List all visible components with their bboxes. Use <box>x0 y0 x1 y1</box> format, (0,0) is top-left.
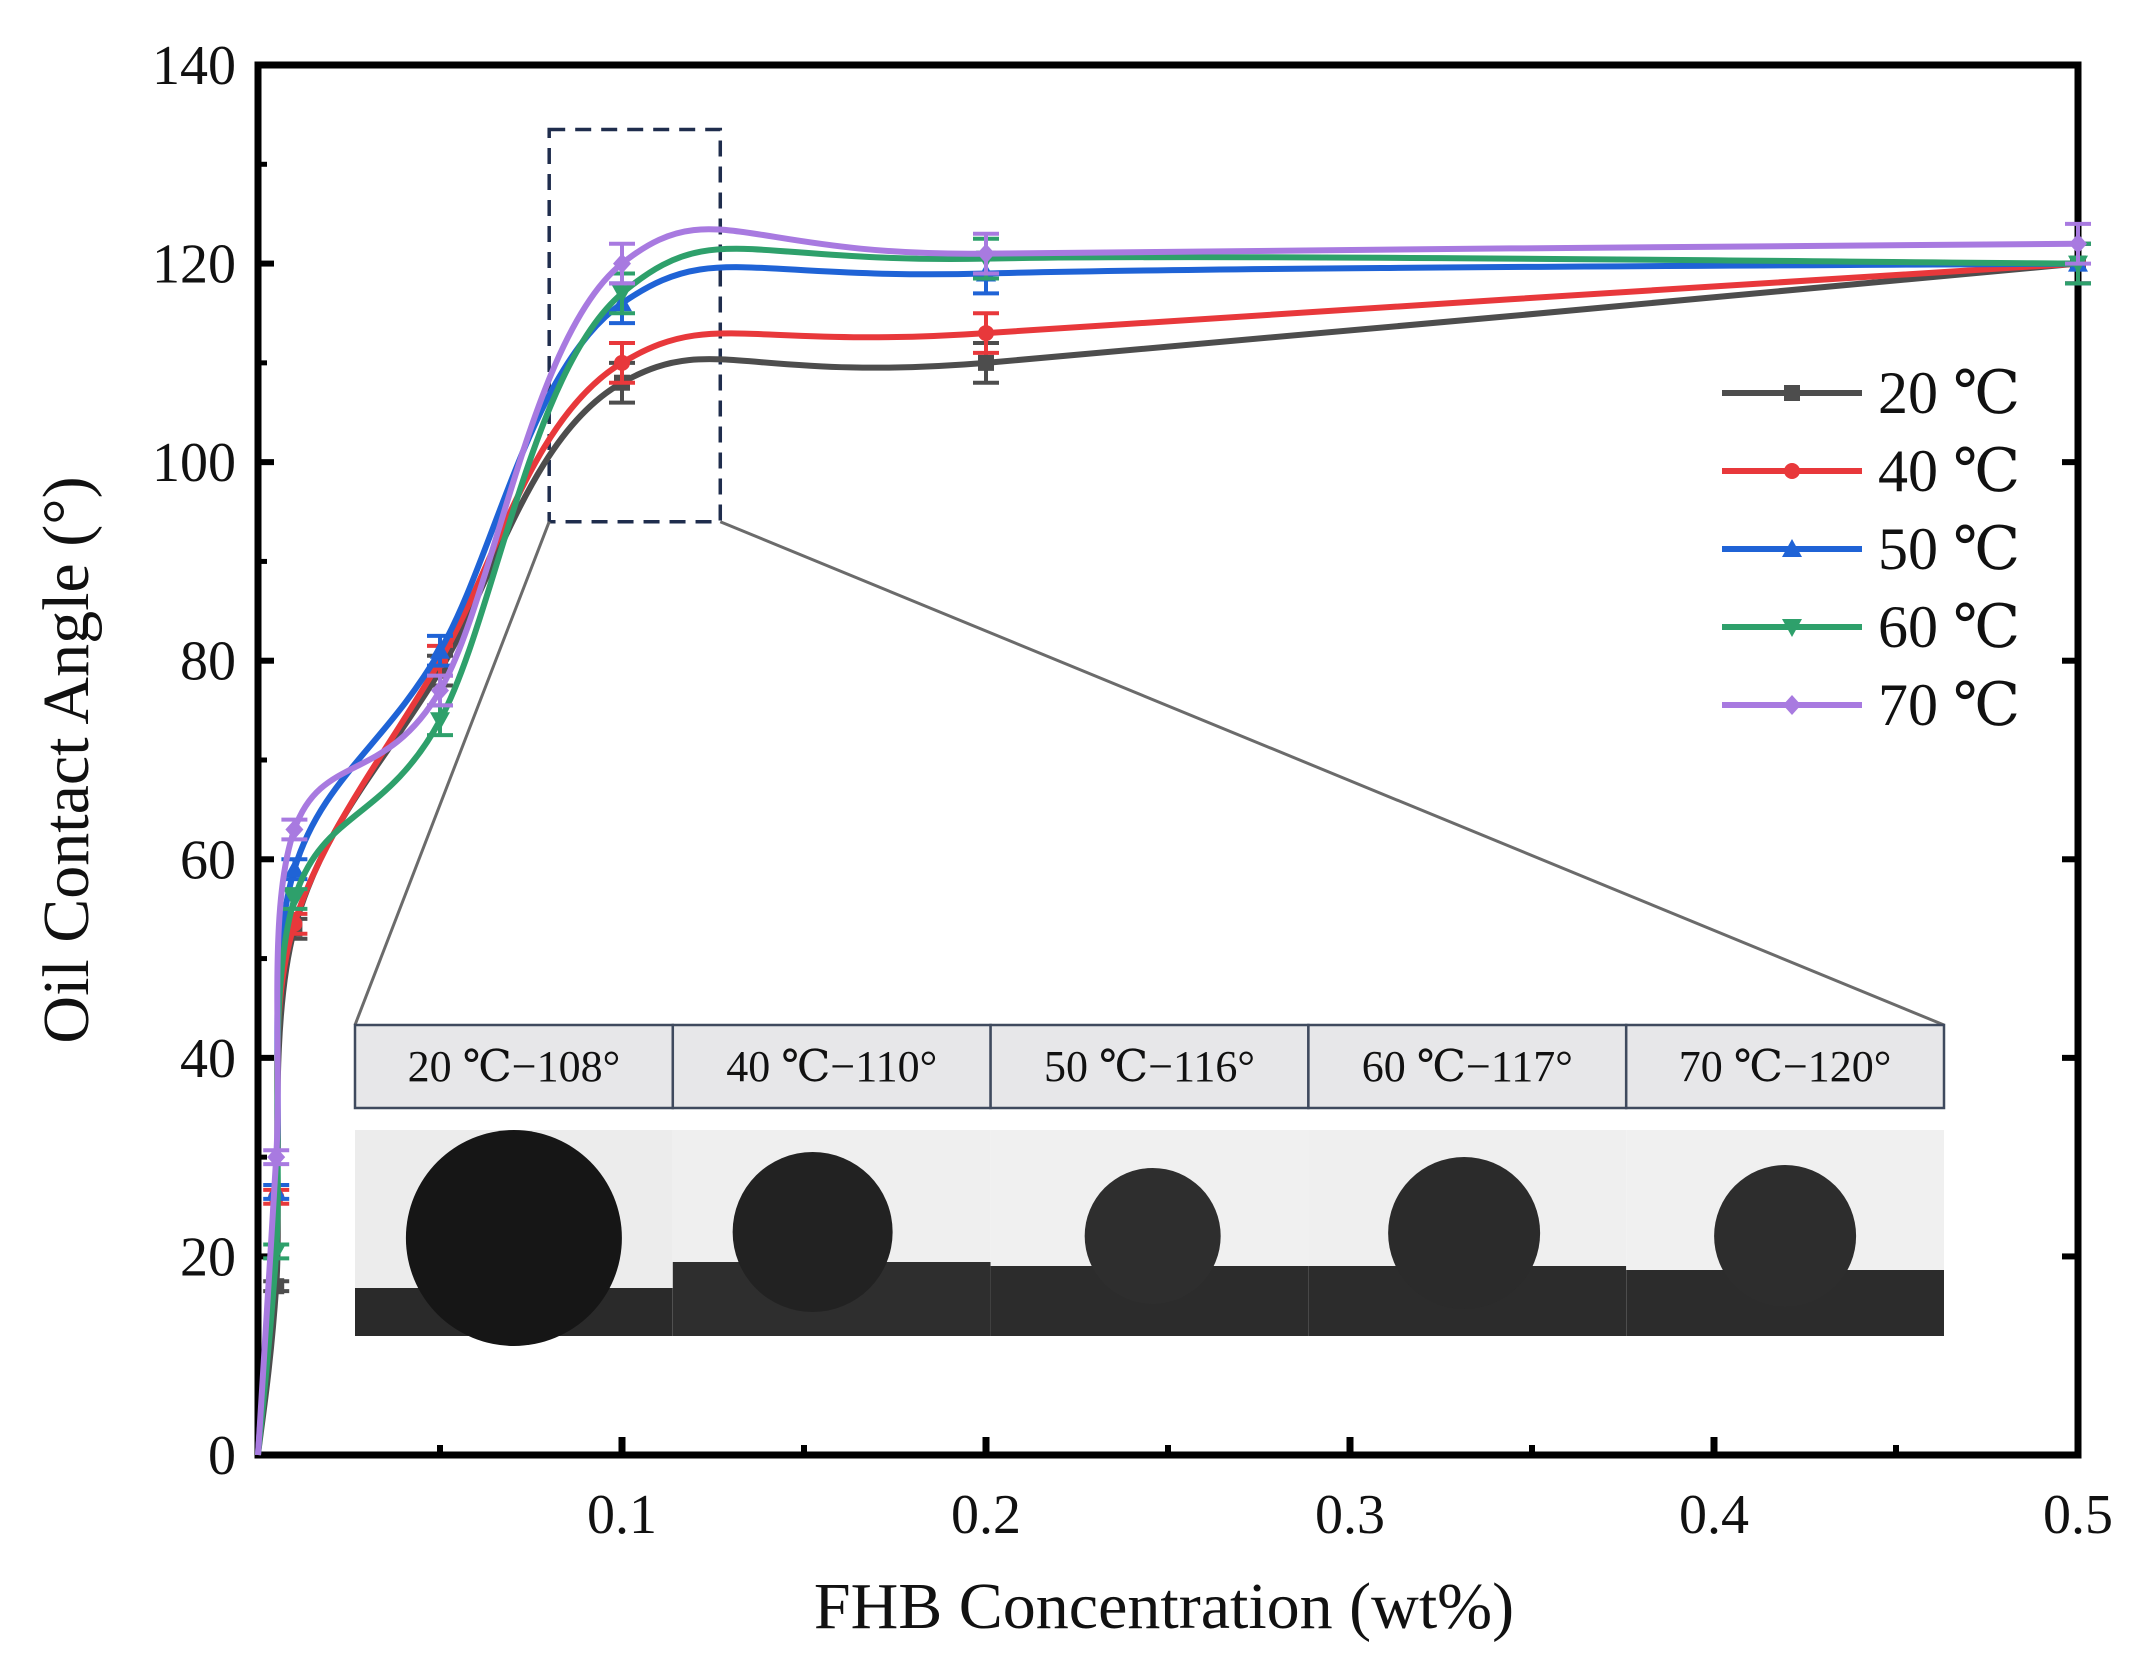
legend-layer: 20 ℃ 40 ℃ 50 ℃ 60 ℃ 70 ℃ <box>1722 360 2020 738</box>
data-point <box>978 354 994 371</box>
inset-label-cell <box>1307 1023 1628 1110</box>
y-tick-label: 60 <box>180 829 236 891</box>
x-tick-label: 0.1 <box>587 1484 657 1546</box>
axes-layer: 0 20 40 60 80 100 120 140 0.1 0.2 0.3 0.4 0.5 <box>152 35 2113 1546</box>
data-point <box>1783 695 1801 715</box>
y-tick-label: 20 <box>180 1226 236 1288</box>
data-point <box>2069 233 2087 254</box>
inset-label: 40 ℃−110° <box>726 1042 937 1091</box>
x-axis-title: FHB Concentration (wt%) <box>814 1570 1514 1643</box>
y-tick-label: 80 <box>180 631 236 693</box>
inset-label-cell <box>989 1023 1310 1110</box>
text-layer: FHB Concentration (wt%) Oil Contact Angl… <box>30 476 1514 1643</box>
inset-label: 70 ℃−120° <box>1679 1042 1892 1091</box>
data-point <box>284 891 305 909</box>
y-tick-label: 140 <box>152 35 236 97</box>
inset-label: 60 ℃−117° <box>1362 1042 1573 1091</box>
legend-label: 70 ℃ <box>1878 672 2020 738</box>
oil-droplet <box>1388 1157 1541 1309</box>
y-axis-title: Oil Contact Angle (°) <box>30 476 103 1043</box>
x-tick-label: 0.2 <box>951 1484 1021 1546</box>
data-point <box>1784 385 1800 401</box>
legend-label: 60 ℃ <box>1878 594 2020 660</box>
oil-droplet <box>1084 1168 1221 1304</box>
inset-label-cell <box>353 1023 675 1110</box>
series-layer <box>255 221 2091 1456</box>
data-point <box>613 253 631 274</box>
series-70c <box>255 221 2091 1456</box>
x-tick-label: 0.4 <box>1679 1484 1749 1546</box>
y-tick-label: 40 <box>180 1028 236 1090</box>
inset-layer: 20 ℃−108° 40 ℃−110° 50 ℃−116° 60 ℃−117° 70 ℃… <box>353 1023 1946 1346</box>
oil-droplet <box>1714 1165 1857 1307</box>
data-point <box>612 285 632 304</box>
inset-label: 20 ℃−108° <box>408 1042 621 1091</box>
inset-label: 50 ℃−116° <box>1044 1042 1255 1091</box>
data-point <box>284 859 305 878</box>
zoom-layer <box>353 127 1945 1027</box>
zoom-box <box>547 127 723 524</box>
legend-label: 20 ℃ <box>1878 360 2020 426</box>
x-tick-label: 0.5 <box>2043 1484 2113 1546</box>
legend-label: 40 ℃ <box>1878 438 2020 504</box>
legend-label: 50 ℃ <box>1878 516 2020 582</box>
data-point <box>1782 619 1802 637</box>
inset-label-cell <box>1624 1023 1946 1110</box>
series-line <box>255 226 2079 1456</box>
data-point <box>1784 463 1800 479</box>
data-point <box>1782 539 1802 557</box>
oil-droplet <box>405 1130 622 1346</box>
data-point <box>977 243 995 264</box>
data-point <box>285 819 304 840</box>
data-point <box>431 680 449 701</box>
data-point <box>978 325 994 342</box>
data-point <box>614 354 630 371</box>
data-point <box>430 712 450 731</box>
x-tick-label: 0.3 <box>1315 1484 1385 1546</box>
y-tick-label: 0 <box>208 1425 236 1487</box>
y-tick-label: 100 <box>152 432 236 494</box>
inset-label-cell <box>671 1023 992 1110</box>
data-point <box>430 640 450 659</box>
y-tick-label: 120 <box>152 234 236 296</box>
data-point <box>267 1147 286 1168</box>
zoom-connector-right <box>719 520 1945 1027</box>
zoom-connector-left <box>353 521 551 1026</box>
oil-droplet <box>732 1152 893 1312</box>
